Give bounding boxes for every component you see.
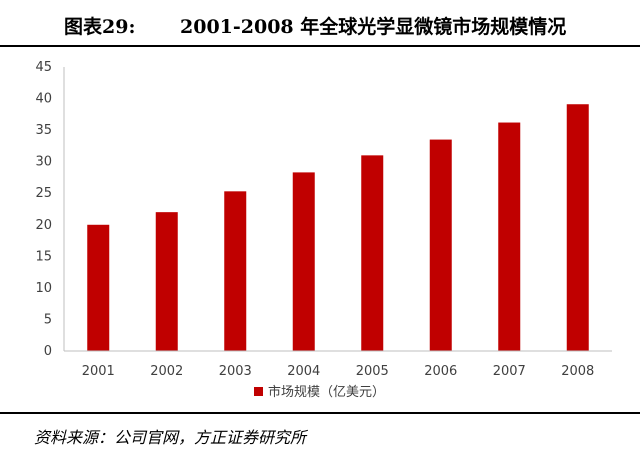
figure-label: 图表29:	[64, 16, 136, 38]
x-tick-label: 2002	[150, 364, 183, 379]
y-axis-tick-labels: 0 5 10 15 20 25 30 35 40 45	[35, 60, 52, 359]
y-tick-label: 30	[35, 155, 52, 170]
y-tick-label: 25	[35, 186, 52, 201]
bars	[87, 104, 589, 351]
bar-2004	[292, 172, 315, 351]
x-tick-label: 2004	[287, 364, 320, 379]
figure-header: 图表29: 2001-2008 年全球光学显微镜市场规模情况	[0, 0, 640, 44]
y-tick-label: 5	[44, 312, 52, 327]
y-tick-label: 10	[35, 281, 52, 296]
top-rule	[0, 45, 640, 47]
y-tick-label: 45	[35, 60, 52, 75]
x-tick-label: 2007	[493, 364, 526, 379]
bar-2007	[498, 122, 521, 351]
bar-2002	[155, 212, 178, 351]
y-tick-label: 15	[35, 249, 52, 264]
legend-label: 市场规模（亿美元）	[268, 384, 385, 400]
legend-swatch	[254, 387, 263, 396]
bar-2006	[429, 139, 452, 351]
y-tick-label: 40	[35, 92, 52, 107]
x-tick-label: 2008	[561, 364, 594, 379]
x-tick-label: 2005	[356, 364, 389, 379]
bar-2008	[566, 104, 589, 351]
x-tick-label: 2001	[82, 364, 115, 379]
bar-2003	[224, 191, 247, 351]
bottom-rule	[0, 412, 640, 414]
source-note: 资料来源：公司官网，方正证券研究所	[34, 428, 307, 447]
figure-title: 2001-2008 年全球光学显微镜市场规模情况	[180, 16, 567, 38]
legend: 市场规模（亿美元）	[254, 384, 385, 400]
bar-2005	[361, 155, 384, 351]
y-tick-label: 0	[44, 344, 52, 359]
x-axis-tick-labels: 2001 2002 2003 2004 2005 2006 2007 2008	[82, 364, 595, 379]
x-tick-label: 2003	[219, 364, 252, 379]
y-tick-label: 35	[35, 123, 52, 138]
x-tick-label: 2006	[424, 364, 457, 379]
bar-2001	[87, 224, 110, 351]
y-tick-label: 20	[35, 218, 52, 233]
